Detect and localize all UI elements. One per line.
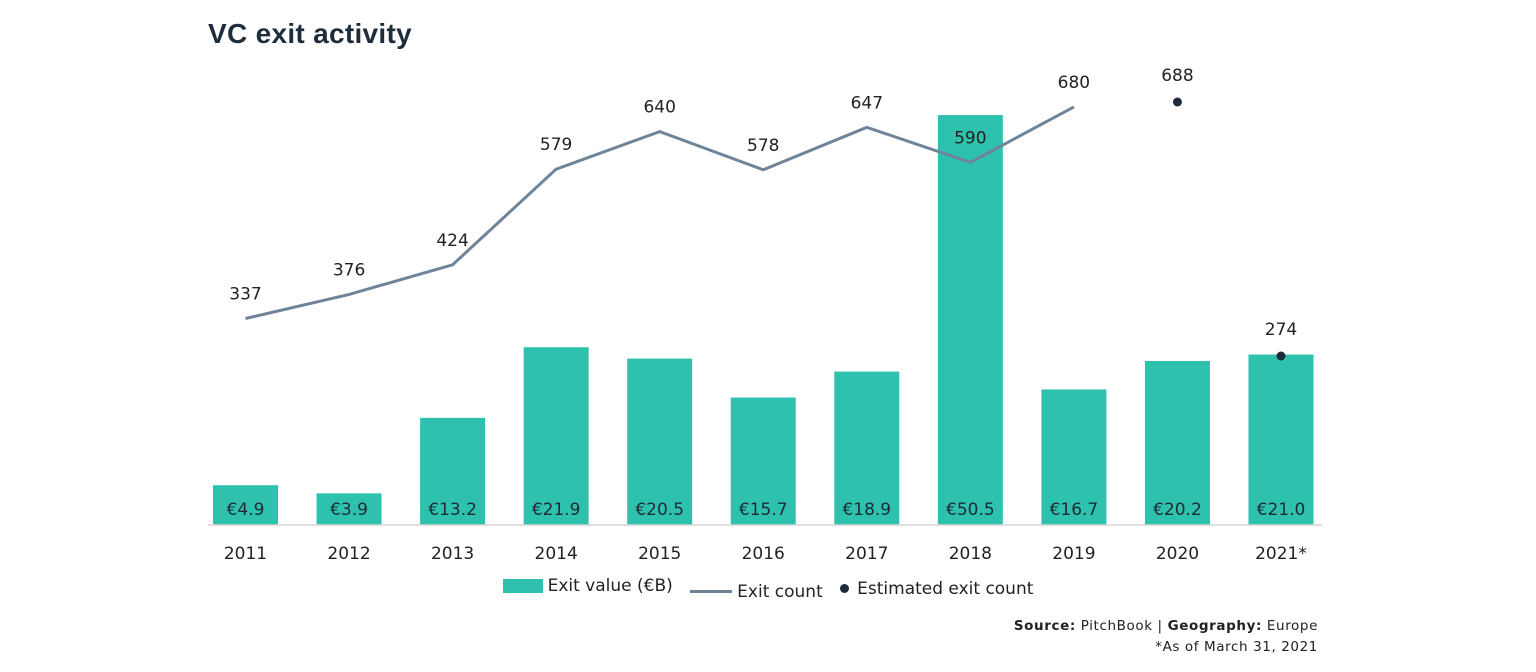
bar-2012: [316, 493, 382, 525]
bar-value-label: €50.5: [946, 500, 995, 520]
geography-key: Geography:: [1167, 618, 1263, 634]
as-of-note: *As of March 31, 2021: [1155, 639, 1318, 655]
source-separator: |: [1157, 618, 1163, 634]
bar-value-label: €4.9: [227, 500, 265, 520]
source-note: Source: PitchBook | Geography: Europe *A…: [1014, 616, 1318, 658]
count-labels: 337 376 424 579 640 578 647 590 680 688 274: [229, 66, 1297, 340]
bar-value-labels: €4.9 €3.9 €13.2 €21.9 €20.5 €15.7 €18.9 €50.5 €1…: [227, 500, 1306, 520]
exit-count-label: 680: [1058, 73, 1090, 93]
x-tick-label: 2012: [327, 544, 370, 564]
bar-2021: [1248, 354, 1314, 525]
x-tick-label: 2011: [224, 544, 267, 564]
bar-2019: [1041, 389, 1107, 525]
legend-bar-swatch: [502, 579, 543, 593]
legend-item-exit-value: Exit value (€B): [502, 576, 673, 596]
exit-count-label: 337: [229, 285, 261, 305]
geography-value: Europe: [1266, 618, 1318, 634]
legend: Exit value (€B) Exit count Estimated exi…: [0, 576, 1536, 602]
estimated-exit-dot: [1172, 97, 1182, 107]
bar-2014: [523, 347, 589, 525]
exit-count-label: 647: [851, 93, 883, 113]
estimated-exit-dot: [1276, 351, 1286, 361]
source-value: PitchBook: [1080, 618, 1153, 634]
exit-count-label: 579: [540, 135, 572, 155]
bar-value-label: €18.9: [842, 500, 891, 520]
x-tick-label: 2015: [638, 544, 681, 564]
x-tick-label: 2020: [1156, 544, 1199, 564]
bar-value-label: €15.7: [739, 500, 788, 520]
bar-2011: [213, 485, 278, 525]
x-tick-labels: 2011 2012 2013 2014 2015 2016 2017 2018 2019 2020…: [224, 544, 1307, 564]
exit-count-label: 640: [643, 98, 675, 118]
estimated-count-label: 274: [1265, 320, 1297, 340]
exit-count-label: 578: [747, 136, 779, 156]
x-tick-label: 2017: [845, 544, 888, 564]
exit-count-label: 376: [333, 260, 365, 280]
legend-item-exit-count: Exit count: [690, 582, 823, 602]
x-tick-label: 2018: [949, 544, 992, 564]
bar-2013: [420, 417, 486, 525]
bar-2015: [627, 358, 693, 525]
x-tick-label: 2021*: [1255, 544, 1307, 564]
bar-value-label: €20.5: [635, 500, 684, 520]
x-tick-label: 2014: [535, 544, 578, 564]
bar-2020: [1144, 361, 1210, 525]
x-tick-label: 2019: [1052, 544, 1095, 564]
estimated-dots-layer: [1172, 97, 1286, 361]
chart-title: VC exit activity: [208, 18, 412, 49]
x-tick-label: 2013: [431, 544, 474, 564]
legend-item-estimated: Estimated exit count: [840, 579, 1033, 599]
source-key: Source:: [1013, 618, 1076, 634]
legend-dot-swatch: [840, 584, 850, 593]
legend-label-estimated: Estimated exit count: [857, 578, 1034, 599]
estimated-count-label: 688: [1161, 66, 1193, 86]
exit-count-label: 590: [954, 128, 986, 148]
bar-value-label: €13.2: [428, 500, 477, 520]
bar-2018: [937, 115, 1003, 525]
bars-layer: [213, 115, 1314, 525]
legend-line-swatch: [690, 590, 733, 593]
x-tick-label: 2016: [742, 544, 785, 564]
exit-count-line-layer: [245, 105, 1075, 320]
legend-label-exit-value: Exit value (€B): [547, 576, 673, 596]
bar-value-label: €21.9: [532, 500, 581, 520]
bar-value-label: €21.0: [1257, 500, 1306, 520]
bar-value-label: €16.7: [1050, 500, 1099, 520]
bar-value-label: €20.2: [1153, 500, 1202, 520]
bar-2016: [730, 397, 796, 525]
source-line: Source: PitchBook | Geography: Europe: [1014, 616, 1318, 637]
legend-label-exit-count: Exit count: [737, 581, 823, 602]
bar-2017: [834, 371, 900, 525]
bar-value-label: €3.9: [330, 500, 368, 520]
exit-count-line: [245, 105, 1075, 320]
exit-count-label: 424: [436, 231, 468, 251]
